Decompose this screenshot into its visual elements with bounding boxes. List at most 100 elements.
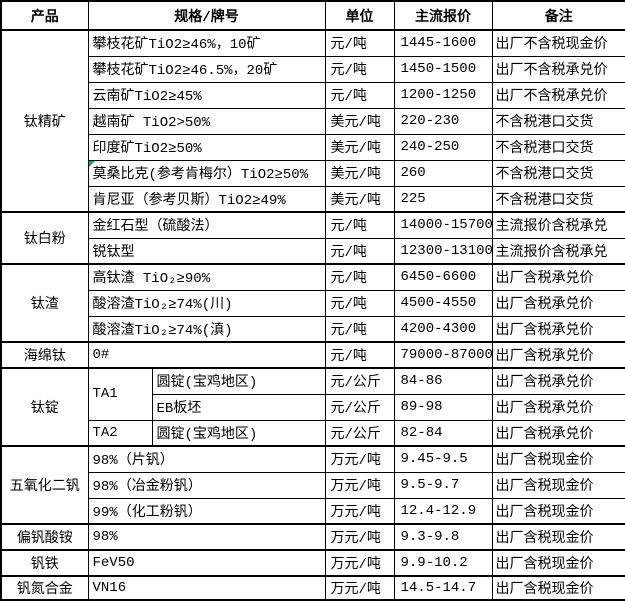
cell-product-v2o5: 五氧化二钒 [0,445,89,525]
table-row: 越南矿 TiO2>50% 美元/吨 220-230 不含税港口交货 [1,107,625,135]
header-unit: 单位 [324,0,395,31]
table-row: 云南矿TiO2≥45% 元/吨 1200-1250 出厂不含税承兑价 [1,81,625,109]
cell-unit: 元/吨 [324,289,395,317]
cell-product-ti-slag: 钛渣 [0,263,89,343]
cell-spec-form: 圆锭(宝鸡地区) [151,419,326,447]
cell-product-ammonium-metavanadate: 偏钒酸铵 [0,523,89,551]
cell-spec: 0# [87,341,326,369]
cell-price: 1445-1600 [393,29,493,57]
cell-price: 12300-13100 [393,237,493,265]
cell-spec: 金红石型（硫酸法） [87,211,326,239]
cell-price: 12.4-12.9 [393,497,493,525]
table-row: 肯尼亚（参考贝斯）TiO2≥49% 美元/吨 225 不含税港口交货 [1,185,625,213]
cell-price: 82-84 [393,419,493,447]
cell-spec: VN16 [87,575,326,601]
cell-note: 出厂含税承兑价 [491,419,625,447]
table-row: 98%（冶金粉钒） 万元/吨 9.5-9.7 出厂含税现金价 [1,471,625,499]
cell-note: 出厂含税承兑价 [491,289,625,317]
table-row: 攀枝花矿TiO2≥46.5%，20矿 元/吨 1450-1500 出厂不含税承兑… [1,55,625,83]
cell-unit: 元/吨 [324,55,395,83]
cell-unit: 元/吨 [324,237,395,265]
cell-spec-grade: TA2 [87,419,153,447]
cell-price: 4500-4550 [393,289,493,317]
cell-unit: 万元/吨 [324,523,395,551]
table-row: 钛渣 高钛渣 TiO₂≥90% 元/吨 6450-6600 出厂含税承兑价 [0,263,625,343]
cell-unit: 美元/吨 [324,107,395,135]
cell-unit: 万元/吨 [324,549,395,577]
cell-spec-grade: TA1 [87,367,153,421]
cell-note: 不含税港口交货 [491,107,625,135]
cell-spec: 98% [87,523,326,551]
cell-note: 出厂含税现金价 [491,497,625,525]
cell-spec: 印度矿TiO2≥50% [87,133,326,161]
cell-note: 不含税港口交货 [491,185,625,213]
cell-note: 出厂含税现金价 [491,549,625,577]
table-row: 钒铁 FeV50 万元/吨 9.9-10.2 出厂含税现金价 [0,549,625,577]
cell-unit: 元/公斤 [324,419,395,447]
cell-price: 79000-87000 [393,341,493,369]
cell-price: 260 [393,159,493,187]
cell-spec: 99%（化工粉钒） [87,497,326,525]
cell-note: 出厂含税承兑价 [491,263,625,291]
cell-unit: 元/公斤 [324,393,395,421]
spec-text: 莫桑比克(参考肯梅尔）TiO2≥50% [92,167,309,183]
cell-unit: 美元/吨 [324,159,395,187]
header-row: 产品 规格/牌号 单位 主流报价 备注 [0,0,625,31]
table-row: 莫桑比克(参考肯梅尔）TiO2≥50% 美元/吨 260 不含税港口交货 [1,159,625,187]
cell-price: 9.3-9.8 [393,523,493,551]
cell-note: 主流报价含税承兑 [491,237,625,265]
cell-note: 不含税港口交货 [491,159,625,187]
cell-spec: 攀枝花矿TiO2≥46.5%，20矿 [87,55,326,83]
header-spec: 规格/牌号 [87,0,326,31]
cell-spec-form: EB板坯 [151,393,326,421]
cell-price: 4200-4300 [393,315,493,343]
cell-note: 不含税港口交货 [491,133,625,161]
cell-price: 1450-1500 [393,55,493,83]
cell-note: 出厂含税承兑价 [491,393,625,421]
cell-note: 出厂含税现金价 [491,523,625,551]
cell-price: 14000-15700 [393,211,493,239]
cell-note: 出厂含税现金价 [491,471,625,499]
cell-product-ti-dioxide: 钛白粉 [0,211,89,265]
cell-note: 出厂不含税承兑价 [491,55,625,83]
cell-spec: FeV50 [87,549,326,577]
cell-price: 9.9-10.2 [393,549,493,577]
cell-price: 14.5-14.7 [393,575,493,601]
table-row: 钛精矿 攀枝花矿TiO2≥46%，10矿 元/吨 1445-1600 出厂不含税… [0,29,625,213]
cell-price: 9.5-9.7 [393,471,493,499]
cell-price: 225 [393,185,493,213]
cell-unit: 元/吨 [324,341,395,369]
cell-spec: 云南矿TiO2≥45% [87,81,326,109]
cell-price: 84-86 [393,367,493,395]
cell-spec: 酸溶渣TiO₂≥74%(滇) [87,315,326,343]
table-row: 99%（化工粉钒） 万元/吨 12.4-12.9 出厂含税现金价 [1,497,625,525]
cell-product-vn-alloy: 钒氮合金 [0,575,89,601]
table-row: 钒氮合金 VN16 万元/吨 14.5-14.7 出厂含税现金价 [0,575,625,601]
table-row: 五氧化二钒 98%（片钒） 万元/吨 9.45-9.5 出厂含税现金价 [0,445,625,525]
table-row: TA2 圆锭(宝鸡地区) 元/公斤 82-84 出厂含税承兑价 [1,419,625,447]
cell-spec: 肯尼亚（参考贝斯）TiO2≥49% [87,185,326,213]
cell-unit: 元/吨 [324,315,395,343]
table-row: 锐钛型 元/吨 12300-13100 主流报价含税承兑 [1,237,625,265]
table-row: 印度矿TiO2≥50% 美元/吨 240-250 不含税港口交货 [1,133,625,161]
table-row: 酸溶渣TiO₂≥74%(川) 元/吨 4500-4550 出厂含税承兑价 [1,289,625,317]
cell-unit: 万元/吨 [324,575,395,601]
header-note: 备注 [491,0,625,31]
cell-unit: 元/吨 [324,263,395,291]
cell-product-ti-concentrate: 钛精矿 [0,29,89,213]
cell-note: 出厂不含税承兑价 [491,81,625,109]
table-row: 钛锭 TA1 圆锭(宝鸡地区) 元/公斤 84-86 出厂含税承兑价 [0,367,625,447]
cell-spec: 攀枝花矿TiO2≥46%，10矿 [87,29,326,57]
cell-price: 1200-1250 [393,81,493,109]
cell-spec: 越南矿 TiO2>50% [87,107,326,135]
cell-spec: 98%（片钒） [87,445,326,473]
cell-product-ferrovanadium: 钒铁 [0,549,89,577]
cell-unit: 万元/吨 [324,471,395,499]
cell-note: 出厂含税承兑价 [491,367,625,395]
cell-price: 9.45-9.5 [393,445,493,473]
cell-note: 出厂含税承兑价 [491,341,625,369]
table-row: 钛白粉 金红石型（硫酸法） 元/吨 14000-15700 主流报价含税承兑 [0,211,625,265]
cell-spec: 高钛渣 TiO₂≥90% [87,263,326,291]
cell-unit: 元/吨 [324,211,395,239]
